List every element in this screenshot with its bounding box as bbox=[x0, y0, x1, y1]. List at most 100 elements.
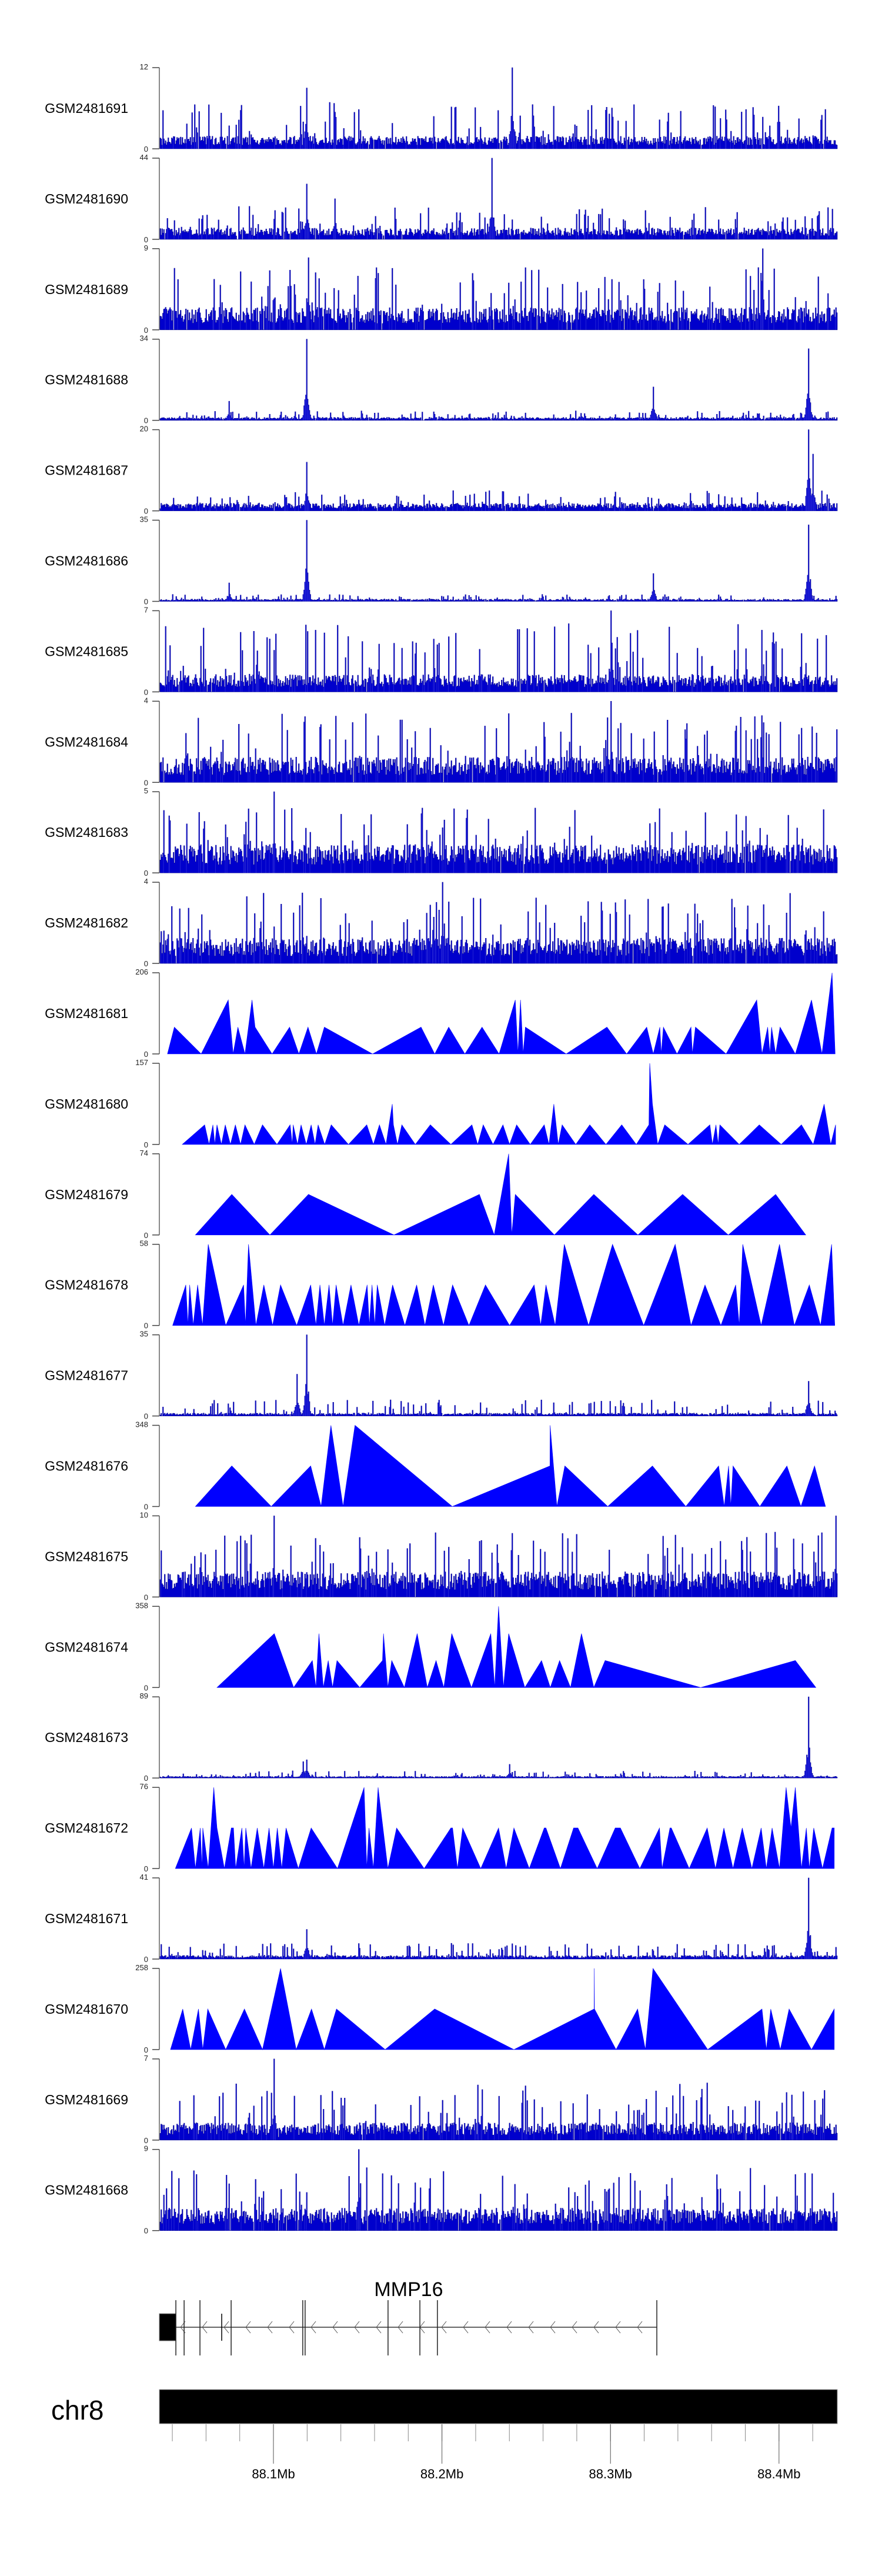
y-max-label: 58 bbox=[140, 1239, 148, 1248]
track-GSM2481677: GSM2481677 35 0 bbox=[45, 1330, 838, 1421]
track-label: GSM2481688 bbox=[45, 372, 128, 388]
y-max-label: 348 bbox=[135, 1420, 148, 1429]
track-label: GSM2481672 bbox=[45, 1820, 128, 1836]
signal-spikes bbox=[166, 158, 833, 239]
track-GSM2481675: GSM2481675 10 0 bbox=[45, 1510, 838, 1601]
y-max-label: 5 bbox=[144, 786, 148, 795]
track-label: GSM2481690 bbox=[45, 191, 128, 206]
track-GSM2481676: GSM2481676 348 0 bbox=[45, 1420, 826, 1511]
track-label: GSM2481689 bbox=[45, 282, 128, 297]
strand-arrow-icon bbox=[506, 2321, 512, 2334]
y-max-label: 35 bbox=[140, 1330, 148, 1339]
y-max-label: 12 bbox=[140, 62, 148, 71]
track-GSM2481681: GSM2481681 206 0 bbox=[45, 967, 836, 1059]
track-GSM2481683: GSM2481683 5 0 bbox=[45, 786, 838, 877]
track-GSM2481671: GSM2481671 41 0 bbox=[45, 1873, 838, 1964]
track-label: GSM2481679 bbox=[45, 1187, 128, 1202]
signal-area bbox=[159, 610, 838, 692]
y-max-label: 4 bbox=[144, 877, 148, 886]
track-label: GSM2481677 bbox=[45, 1368, 128, 1383]
track-GSM2481689: GSM2481689 9 0 bbox=[45, 243, 838, 335]
y-max-label: 76 bbox=[140, 1782, 148, 1791]
data-tracks: GSM2481691120GSM2481690440GSM248168990GS… bbox=[45, 62, 838, 2235]
y-max-label: 74 bbox=[140, 1149, 148, 1157]
track-label: GSM2481685 bbox=[45, 643, 128, 659]
signal-area bbox=[159, 2149, 838, 2231]
y-min-label: 0 bbox=[144, 507, 148, 516]
y-max-label: 358 bbox=[135, 1601, 148, 1610]
track-GSM2481687: GSM2481687 20 0 bbox=[45, 425, 838, 516]
y-max-label: 9 bbox=[144, 243, 148, 252]
strand-arrow-icon bbox=[463, 2321, 469, 2334]
signal-area bbox=[195, 1153, 806, 1236]
track-GSM2481670: GSM2481670 258 0 bbox=[45, 1963, 835, 2054]
signal-area bbox=[182, 1063, 836, 1145]
signal-area bbox=[195, 1424, 826, 1507]
track-GSM2481680: GSM2481680 157 0 bbox=[45, 1058, 836, 1149]
signal-spikes bbox=[162, 1334, 835, 1416]
track-label: GSM2481674 bbox=[45, 1639, 128, 1654]
track-GSM2481673: GSM2481673 89 0 bbox=[45, 1691, 838, 1783]
y-max-label: 20 bbox=[140, 425, 148, 433]
gene-label: MMP16 bbox=[374, 2278, 443, 2301]
track-label: GSM2481669 bbox=[45, 2092, 128, 2107]
y-min-label: 0 bbox=[144, 869, 148, 877]
strand-arrow-icon bbox=[637, 2321, 643, 2334]
signal-area bbox=[159, 520, 838, 602]
y-min-label: 0 bbox=[144, 1140, 148, 1149]
y-min-label: 0 bbox=[144, 1955, 148, 1964]
strand-arrow-icon bbox=[223, 2321, 229, 2334]
track-GSM2481682: GSM2481682 4 0 bbox=[45, 877, 838, 968]
y-max-label: 35 bbox=[140, 515, 148, 524]
gene-utr-box bbox=[159, 2313, 176, 2341]
strand-arrow-icon bbox=[310, 2321, 316, 2334]
x-tick-label: 88.4Mb bbox=[757, 2467, 800, 2481]
signal-area bbox=[216, 1606, 817, 1689]
y-max-label: 4 bbox=[144, 696, 148, 705]
y-max-label: 9 bbox=[144, 2144, 148, 2153]
strand-arrow-icon bbox=[528, 2321, 534, 2334]
strand-arrow-icon bbox=[376, 2321, 382, 2334]
strand-arrow-icon bbox=[245, 2321, 251, 2334]
y-min-label: 0 bbox=[144, 2046, 148, 2054]
y-min-label: 0 bbox=[144, 688, 148, 696]
track-label: GSM2481682 bbox=[45, 915, 128, 930]
track-GSM2481691: GSM2481691 12 0 bbox=[45, 62, 838, 154]
signal-spikes bbox=[161, 1516, 836, 1597]
signal-spikes bbox=[172, 520, 836, 602]
y-min-label: 0 bbox=[144, 1322, 148, 1330]
track-label: GSM2481668 bbox=[45, 2183, 128, 2198]
y-max-label: 7 bbox=[144, 2054, 148, 2063]
y-max-label: 258 bbox=[135, 1963, 148, 1972]
y-max-label: 10 bbox=[140, 1510, 148, 1519]
track-label: GSM2481670 bbox=[45, 2001, 128, 2017]
strand-arrow-icon bbox=[202, 2321, 208, 2334]
signal-area bbox=[159, 339, 838, 421]
track-GSM2481685: GSM2481685 7 0 bbox=[45, 605, 838, 696]
y-max-label: 206 bbox=[135, 967, 148, 976]
signal-spikes bbox=[161, 882, 834, 964]
signal-spikes bbox=[162, 701, 837, 783]
track-label: GSM2481681 bbox=[45, 1006, 128, 1021]
signal-area bbox=[159, 1334, 838, 1416]
signal-spikes bbox=[161, 429, 837, 511]
track-GSM2481684: GSM2481684 4 0 bbox=[45, 696, 838, 787]
signal-area bbox=[170, 1968, 835, 2050]
signal-spikes bbox=[161, 1878, 836, 1959]
strand-arrow-icon bbox=[267, 2321, 273, 2334]
strand-arrow-icon bbox=[354, 2321, 360, 2334]
track-GSM2481686: GSM2481686 35 0 bbox=[45, 515, 838, 606]
strand-arrow-icon bbox=[397, 2321, 403, 2334]
ideogram-track: chr8 88.1Mb 88.2Mb 88.3Mb 88.4Mb bbox=[51, 2389, 838, 2481]
strand-arrow-icon bbox=[289, 2321, 295, 2334]
track-GSM2481672: GSM2481672 76 0 bbox=[45, 1782, 835, 1873]
track-GSM2481678: GSM2481678 58 0 bbox=[45, 1239, 836, 1330]
track-label: GSM2481671 bbox=[45, 1911, 128, 1926]
track-label: GSM2481680 bbox=[45, 1096, 128, 1112]
track-GSM2481668: GSM2481668 9 0 bbox=[45, 2144, 838, 2235]
y-min-label: 0 bbox=[144, 1683, 148, 1692]
signal-area bbox=[172, 1243, 836, 1326]
x-tick-label: 88.3Mb bbox=[589, 2467, 632, 2481]
signal-area bbox=[167, 972, 836, 1055]
